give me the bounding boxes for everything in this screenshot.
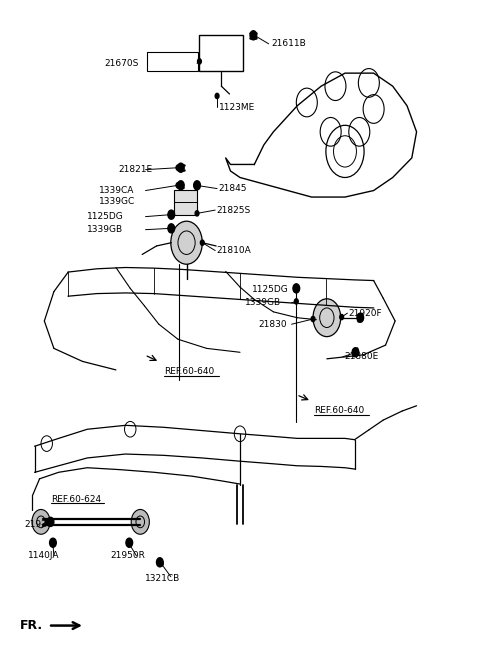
Circle shape <box>178 181 184 190</box>
Text: FR.: FR. <box>20 619 43 632</box>
Text: 1339GC: 1339GC <box>99 197 135 206</box>
Circle shape <box>32 510 50 534</box>
Text: 21880E: 21880E <box>344 352 378 362</box>
Circle shape <box>171 221 202 264</box>
Circle shape <box>131 510 149 534</box>
Text: REF.60-640: REF.60-640 <box>314 407 364 415</box>
Bar <box>147 52 199 71</box>
Circle shape <box>51 542 55 547</box>
Text: 21845: 21845 <box>218 184 247 193</box>
Text: 21825S: 21825S <box>216 206 251 215</box>
Circle shape <box>355 350 359 355</box>
Text: 1125DG: 1125DG <box>252 285 288 294</box>
Circle shape <box>352 348 359 357</box>
Circle shape <box>126 538 132 548</box>
Circle shape <box>168 226 172 231</box>
Text: 1140JA: 1140JA <box>28 552 59 560</box>
Text: 21810A: 21810A <box>216 246 251 255</box>
Circle shape <box>176 183 180 188</box>
Circle shape <box>156 558 163 567</box>
Text: 1123ME: 1123ME <box>218 103 255 111</box>
Text: 21830: 21830 <box>258 320 287 329</box>
Circle shape <box>294 287 298 292</box>
Circle shape <box>49 538 56 548</box>
Text: 21821E: 21821E <box>118 165 153 174</box>
Text: 1125DG: 1125DG <box>87 212 124 221</box>
Text: 1339GB: 1339GB <box>87 225 123 234</box>
Circle shape <box>357 313 364 322</box>
Text: 21950R: 21950R <box>110 552 145 560</box>
Text: 21670S: 21670S <box>104 59 138 68</box>
Circle shape <box>178 163 184 172</box>
Text: REF.60-624: REF.60-624 <box>51 495 102 504</box>
Circle shape <box>252 33 256 38</box>
Circle shape <box>294 299 298 304</box>
Text: REF.60-640: REF.60-640 <box>164 367 214 377</box>
Bar <box>199 35 243 71</box>
Circle shape <box>195 211 199 216</box>
Circle shape <box>194 183 198 188</box>
Circle shape <box>45 519 49 525</box>
Circle shape <box>313 299 341 337</box>
Circle shape <box>340 314 344 320</box>
Text: 21920: 21920 <box>24 520 53 529</box>
Text: 1339CA: 1339CA <box>99 186 134 195</box>
Circle shape <box>168 212 172 217</box>
Circle shape <box>47 517 54 527</box>
Circle shape <box>250 31 257 40</box>
Circle shape <box>127 542 131 547</box>
Circle shape <box>200 240 204 246</box>
Circle shape <box>198 59 201 64</box>
Text: 21611B: 21611B <box>271 39 306 48</box>
Circle shape <box>168 210 175 219</box>
Circle shape <box>159 561 163 566</box>
Circle shape <box>215 94 219 98</box>
Circle shape <box>176 165 180 170</box>
Text: 1339GB: 1339GB <box>245 298 281 307</box>
Text: 21920F: 21920F <box>349 309 383 318</box>
Circle shape <box>293 284 300 293</box>
Circle shape <box>168 224 175 233</box>
Bar <box>174 190 197 215</box>
Circle shape <box>311 316 315 322</box>
Circle shape <box>194 181 200 190</box>
Text: 1321CB: 1321CB <box>144 574 180 583</box>
